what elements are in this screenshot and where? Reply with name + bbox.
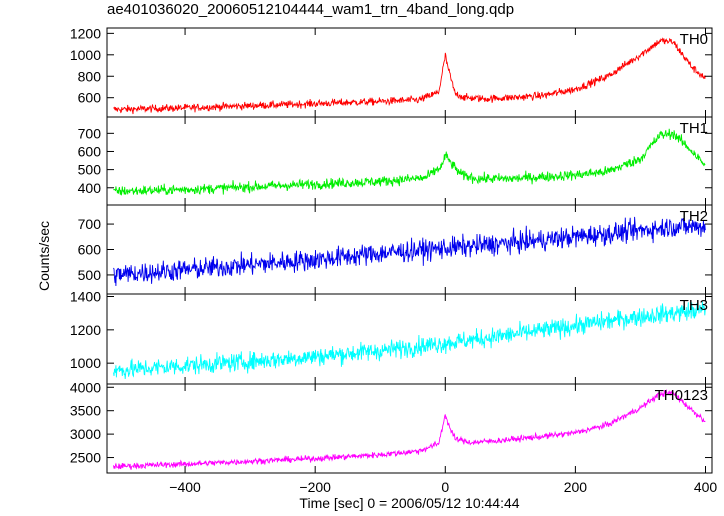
y-tick-label: 1400: [70, 289, 101, 305]
y-tick-label: 600: [78, 90, 102, 106]
panel-frame-th3: [106, 293, 713, 385]
x-tick-label: −400: [169, 479, 201, 495]
panel-label-th3: TH3: [680, 297, 708, 314]
y-tick-label: 700: [78, 216, 102, 232]
y-tick-label: 1000: [70, 355, 101, 371]
y-tick-label: 4000: [70, 379, 101, 395]
panel-label-th0: TH0: [680, 31, 708, 48]
y-tick-label: 1200: [70, 322, 101, 338]
y-tick-label: 800: [78, 68, 102, 84]
plot-title: ae401036020_20060512104444_wam1_trn_4ban…: [107, 1, 515, 18]
y-tick-label: 2500: [70, 450, 101, 466]
y-tick-label: 600: [78, 242, 102, 258]
panel-label-th0123: TH0123: [655, 387, 708, 404]
y-tick-label: 1000: [70, 47, 101, 63]
x-tick-label: 0: [441, 479, 449, 495]
y-tick-label: 3000: [70, 426, 101, 442]
series-line-th3: [113, 301, 706, 380]
y-tick-label: 400: [78, 180, 102, 196]
panel-frame-th0: [106, 27, 713, 118]
series-line-th0: [113, 37, 706, 115]
y-tick-label: 3500: [70, 403, 101, 419]
panel-label-th1: TH1: [680, 120, 708, 137]
x-tick-label: 200: [564, 479, 588, 495]
y-tick-label: 600: [78, 143, 102, 159]
y-tick-label: 500: [78, 267, 102, 283]
y-tick-label: 700: [78, 125, 102, 141]
panel-frame-th0123: [106, 383, 713, 474]
series-line-th0123: [113, 388, 706, 470]
panel-label-th2: TH2: [680, 208, 708, 225]
x-axis-label: Time [sec] 0 = 2006/05/12 10:44:44: [299, 495, 520, 511]
x-tick-label: 400: [694, 479, 718, 495]
series-line-th2: [113, 216, 706, 287]
y-tick-label: 1200: [70, 25, 101, 41]
x-tick-label: −200: [299, 479, 331, 495]
series-line-th1: [113, 128, 706, 196]
panel-frame-th2: [106, 204, 713, 295]
y-tick-label: 500: [78, 162, 102, 178]
